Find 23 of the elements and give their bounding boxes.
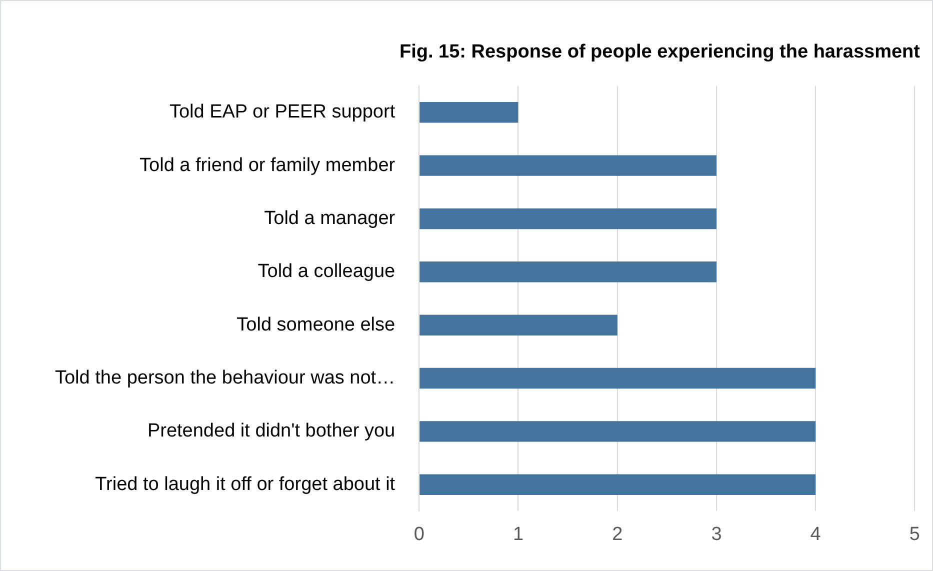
chart-title: Fig. 15: Response of people experiencing the harassment bbox=[399, 42, 921, 63]
y-tick-label: Told a friend or family member bbox=[140, 154, 396, 176]
x-tick-label: 4 bbox=[810, 524, 822, 545]
y-tick-label: Told the person the behaviour was not… bbox=[54, 367, 396, 388]
bar bbox=[420, 474, 816, 495]
x-tick-label: 1 bbox=[512, 524, 524, 545]
y-tick-label: Pretended it didn't bother you bbox=[147, 420, 396, 442]
x-tick-label: 5 bbox=[909, 524, 920, 545]
bar bbox=[420, 421, 816, 442]
x-tick-label: 3 bbox=[711, 524, 722, 545]
y-tick-label: Told someone else bbox=[236, 314, 396, 336]
x-tick-label: 0 bbox=[414, 524, 424, 545]
bar bbox=[420, 368, 816, 389]
bar bbox=[420, 102, 518, 123]
bar bbox=[420, 155, 716, 176]
bar bbox=[420, 262, 716, 282]
y-tick-label: Told a manager bbox=[264, 208, 396, 229]
x-tick-label: 2 bbox=[612, 524, 623, 545]
y-tick-label: Told a colleague bbox=[258, 261, 396, 282]
bar bbox=[420, 314, 618, 336]
bar bbox=[420, 208, 716, 230]
y-tick-label: Tried to laugh it off or forget about it bbox=[95, 474, 396, 495]
y-tick-label: Told EAP or PEER support bbox=[169, 102, 396, 123]
